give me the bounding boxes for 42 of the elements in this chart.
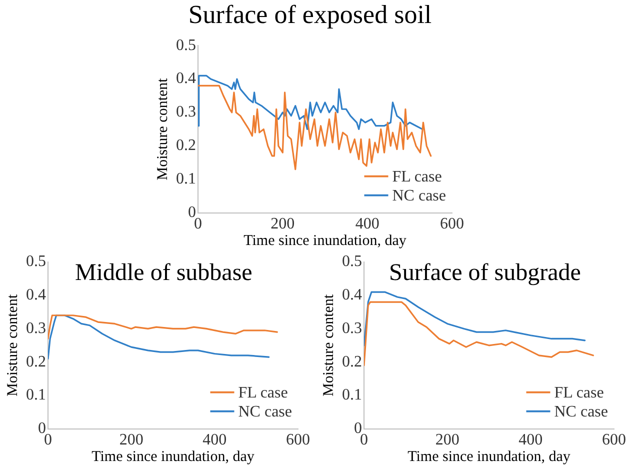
- x-tick-label: 200: [435, 432, 460, 449]
- y-tick-label: 0.3: [176, 104, 196, 121]
- y-tick-label: 0: [38, 420, 46, 438]
- y-axis-title: Moisture content: [320, 294, 337, 396]
- legend-label: NC case: [238, 404, 292, 421]
- x-axis-title: Time since inundation, day: [244, 232, 407, 249]
- x-tick-label: 200: [119, 432, 144, 449]
- x-tick-label: 600: [286, 432, 310, 449]
- legend-label: NC case: [554, 404, 608, 421]
- x-tick-label: 200: [270, 216, 295, 233]
- y-tick-label: 0: [354, 420, 362, 438]
- y-tick-label: 0.2: [26, 353, 46, 370]
- y-tick-label: 0.2: [176, 137, 196, 154]
- y-tick-label: 0.5: [342, 253, 362, 270]
- legend-label: FL case: [554, 384, 604, 402]
- y-tick-label: 0.1: [176, 170, 196, 188]
- y-axis-title: Moisture content: [154, 77, 171, 180]
- x-tick-label: 600: [440, 216, 464, 233]
- y-tick-label: 0.3: [342, 320, 362, 337]
- x-tick-label: 400: [518, 432, 543, 449]
- x-tick-label: 400: [202, 432, 227, 449]
- legend-label: FL case: [238, 384, 288, 402]
- y-tick-label: 0.1: [26, 386, 46, 404]
- y-tick-label: 0.4: [26, 286, 46, 304]
- y-tick-label: 0.5: [176, 36, 196, 54]
- y-tick-label: 0.2: [342, 353, 362, 370]
- chart-title: Surface of exposed soil: [187, 0, 433, 30]
- y-tick-label: 0.4: [176, 70, 196, 88]
- x-axis-title: Time since inundation, day: [92, 448, 255, 465]
- chart-title: Surface of subgrade: [389, 260, 581, 287]
- y-tick-label: 0.4: [342, 286, 362, 304]
- y-tick-label: 0: [188, 204, 196, 222]
- chart-title: Middle of subbase: [75, 260, 252, 287]
- y-tick-label: 0.3: [26, 320, 46, 337]
- y-tick-label: 0.1: [342, 386, 362, 404]
- y-tick-label: 0.5: [26, 253, 46, 270]
- legend-label: FL case: [392, 168, 442, 186]
- x-tick-label: 400: [355, 216, 380, 233]
- x-tick-label: 600: [602, 432, 626, 449]
- y-axis-title: Moisture content: [4, 294, 21, 396]
- x-axis-title: Time since inundation, day: [408, 448, 571, 465]
- legend-label: NC case: [392, 188, 446, 205]
